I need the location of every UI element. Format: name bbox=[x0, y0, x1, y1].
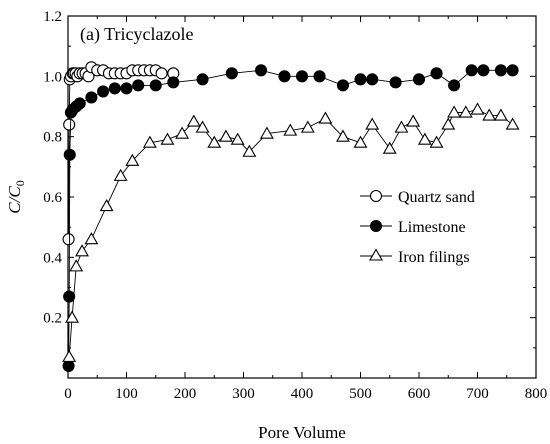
point-iron-filings bbox=[195, 120, 210, 133]
point-limestone bbox=[63, 290, 76, 303]
series-line-quartz-sand bbox=[68, 66, 174, 240]
point-iron-filings bbox=[84, 232, 99, 245]
x-tick-label: 800 bbox=[525, 386, 548, 402]
point-iron-filings bbox=[160, 132, 175, 145]
legend-label-limestone: Limestone bbox=[398, 219, 466, 236]
point-iron-filings bbox=[353, 135, 368, 148]
point-iron-filings bbox=[365, 117, 380, 130]
y-tick-label: 0.2 bbox=[43, 311, 62, 327]
x-tick-label: 200 bbox=[174, 386, 197, 402]
x-tick-label: 500 bbox=[349, 386, 372, 402]
point-iron-filings bbox=[242, 144, 257, 157]
point-iron-filings bbox=[429, 135, 444, 148]
data-marks bbox=[62, 61, 520, 372]
x-tick-label: 100 bbox=[115, 386, 138, 402]
point-iron-filings bbox=[300, 120, 315, 133]
point-iron-filings bbox=[394, 120, 409, 133]
axis-ticks: 0 100 200 300 400 500 600 700 800 0.2 0.4 0.6 0.8 1.0… bbox=[43, 9, 547, 402]
point-limestone bbox=[196, 73, 209, 86]
point-limestone bbox=[477, 64, 490, 77]
legend: Quartz sand Limestone Iron filings bbox=[360, 189, 475, 266]
point-quartz-sand bbox=[63, 118, 76, 131]
point-iron-filings bbox=[482, 108, 497, 121]
y-tick-label: 1.0 bbox=[43, 69, 62, 85]
chart-title: (a) Tricyclazole bbox=[80, 24, 193, 45]
point-limestone bbox=[295, 70, 309, 83]
point-limestone bbox=[73, 97, 86, 110]
point-limestone bbox=[278, 70, 291, 83]
point-iron-filings bbox=[207, 135, 222, 148]
legend-marker-iron-filings bbox=[369, 248, 383, 261]
point-iron-filings bbox=[406, 114, 421, 127]
y-tick-label: 0.8 bbox=[43, 130, 62, 146]
point-iron-filings bbox=[142, 135, 157, 148]
y-tick-label: 0.4 bbox=[43, 250, 62, 266]
point-limestone bbox=[430, 67, 443, 80]
point-iron-filings bbox=[447, 105, 462, 118]
point-limestone bbox=[354, 73, 367, 86]
y-axis-label-sub: 0 bbox=[13, 180, 27, 186]
point-quartz-sand bbox=[155, 67, 168, 80]
point-iron-filings bbox=[417, 132, 432, 145]
legend-label-quartz-sand: Quartz sand bbox=[398, 189, 475, 206]
point-iron-filings bbox=[441, 117, 456, 130]
point-limestone bbox=[62, 359, 75, 372]
point-iron-filings bbox=[283, 123, 298, 136]
point-iron-filings bbox=[69, 259, 84, 272]
point-limestone bbox=[366, 73, 379, 86]
y-tick-label: 1.2 bbox=[43, 9, 62, 25]
point-iron-filings bbox=[219, 129, 233, 142]
point-limestone bbox=[120, 82, 133, 95]
point-limestone bbox=[465, 64, 478, 77]
legend-marker-quartz-sand bbox=[369, 189, 383, 203]
point-iron-filings bbox=[62, 349, 77, 362]
point-iron-filings bbox=[259, 126, 274, 139]
point-limestone bbox=[167, 76, 180, 89]
point-iron-filings bbox=[113, 168, 128, 181]
point-limestone bbox=[448, 79, 461, 92]
legend-marker-limestone bbox=[369, 219, 383, 233]
point-limestone bbox=[132, 79, 145, 92]
point-iron-filings bbox=[505, 117, 520, 130]
y-axis-label: C/C0 bbox=[5, 180, 27, 213]
point-limestone bbox=[149, 79, 162, 92]
point-limestone bbox=[506, 64, 519, 77]
point-iron-filings bbox=[318, 111, 333, 124]
point-iron-filings bbox=[65, 310, 80, 323]
point-iron-filings bbox=[186, 114, 201, 127]
point-limestone bbox=[254, 64, 268, 77]
point-iron-filings bbox=[458, 105, 473, 118]
x-tick-label: 400 bbox=[291, 386, 314, 402]
point-iron-filings bbox=[382, 141, 397, 154]
point-limestone bbox=[389, 76, 402, 89]
point-iron-filings bbox=[99, 198, 114, 212]
legend-label-iron-filings: Iron filings bbox=[398, 249, 470, 266]
x-tick-label: 700 bbox=[466, 386, 489, 402]
point-limestone bbox=[494, 64, 507, 77]
point-limestone bbox=[97, 85, 110, 98]
point-limestone bbox=[108, 82, 121, 95]
point-iron-filings bbox=[470, 102, 485, 115]
x-tick-label: 300 bbox=[232, 386, 255, 402]
point-limestone bbox=[412, 73, 426, 86]
point-iron-filings bbox=[230, 132, 245, 145]
point-limestone bbox=[85, 91, 98, 104]
point-limestone bbox=[336, 79, 350, 92]
point-limestone bbox=[225, 67, 238, 80]
point-iron-filings bbox=[125, 153, 140, 166]
x-tick-label: 0 bbox=[64, 386, 72, 402]
y-axis-label-main: C/C bbox=[5, 186, 24, 214]
point-limestone bbox=[313, 70, 326, 83]
point-iron-filings bbox=[493, 108, 508, 121]
point-iron-filings bbox=[175, 126, 190, 139]
point-iron-filings bbox=[336, 129, 350, 142]
point-quartz-sand bbox=[62, 233, 75, 246]
x-axis-label: Pore Volume bbox=[258, 423, 346, 442]
x-tick-label: 600 bbox=[408, 386, 431, 402]
y-tick-label: 0.6 bbox=[43, 190, 62, 206]
point-iron-filings bbox=[75, 244, 89, 257]
point-limestone bbox=[63, 148, 76, 161]
